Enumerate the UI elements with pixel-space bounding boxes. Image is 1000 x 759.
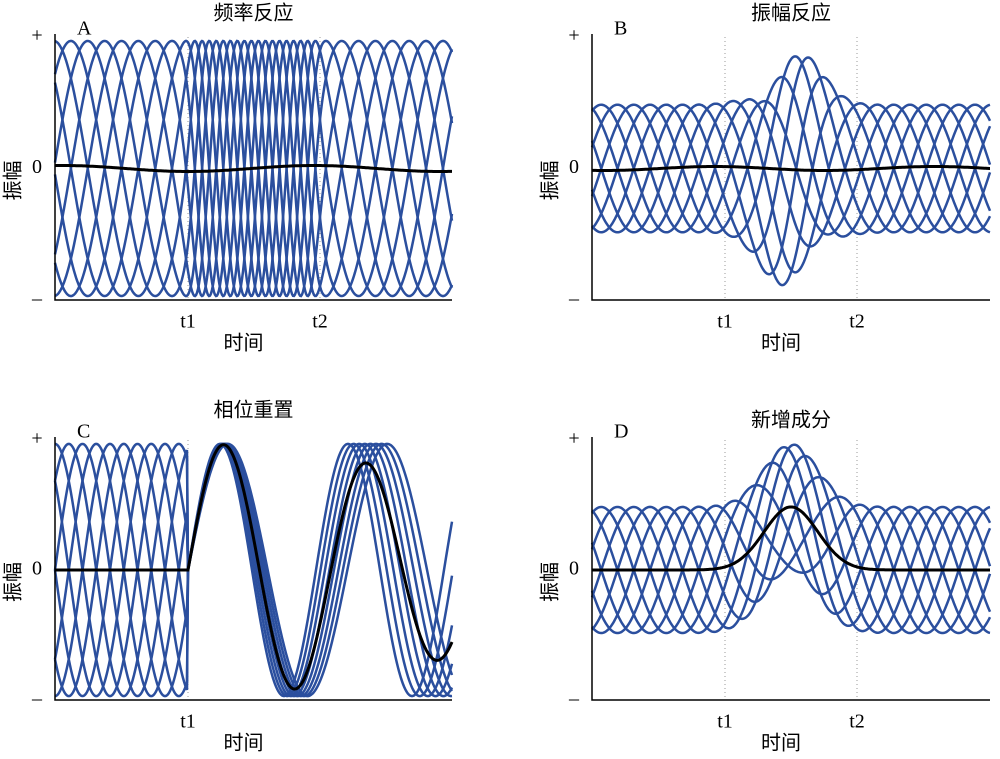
- wave: [53, 39, 454, 298]
- x-axis-label: 时间: [761, 732, 801, 755]
- y-tick-label: 0: [32, 156, 42, 178]
- panel-title: 相位重置: [214, 399, 294, 422]
- y-tick-label: 0: [32, 558, 42, 580]
- x-tick-label: t2: [312, 311, 328, 333]
- average-trace: [592, 165, 990, 172]
- y-tick-label: 0: [569, 156, 579, 178]
- wave: [54, 442, 454, 698]
- wave: [590, 475, 992, 635]
- wave: [53, 39, 454, 298]
- y-tick-label: –: [568, 688, 580, 710]
- y-axis-label: 振幅: [2, 562, 25, 602]
- x-tick-label: t1: [717, 711, 733, 733]
- wave: [591, 445, 992, 635]
- x-axis-label: 时间: [761, 332, 801, 355]
- y-tick-label: +: [568, 25, 579, 47]
- wave: [590, 75, 992, 276]
- axes: [591, 437, 990, 701]
- wave: [590, 99, 992, 236]
- wave: [53, 39, 454, 298]
- x-tick-label: t2: [849, 311, 865, 333]
- x-tick-label: t2: [849, 711, 865, 733]
- wave: [591, 75, 992, 238]
- y-tick-label: –: [31, 688, 43, 710]
- average-trace: [592, 505, 990, 572]
- wave: [590, 461, 992, 635]
- wave: [54, 39, 454, 298]
- wave: [53, 442, 454, 698]
- y-axis-label: 振幅: [539, 562, 562, 602]
- panel-title: 新增成分: [751, 409, 831, 432]
- x-tick-label: t1: [717, 311, 733, 333]
- x-axis-label: 时间: [224, 332, 264, 355]
- axes: [54, 437, 452, 701]
- axes: [591, 34, 990, 301]
- y-tick-label: +: [31, 428, 42, 450]
- panel-letter: C: [77, 421, 90, 443]
- wave: [53, 442, 454, 698]
- y-tick-label: +: [31, 25, 42, 47]
- average-trace: [55, 443, 454, 691]
- wave: [53, 442, 454, 698]
- y-tick-label: –: [31, 288, 43, 310]
- wave: [54, 39, 454, 298]
- y-axis-label: 振幅: [2, 161, 25, 201]
- x-axis-label: 时间: [224, 732, 264, 755]
- y-tick-label: +: [568, 428, 579, 450]
- wave: [591, 495, 992, 635]
- wave: [591, 94, 992, 287]
- axes: [54, 34, 452, 301]
- panel-letter: A: [77, 18, 92, 40]
- panel-title: 频率反应: [214, 2, 294, 25]
- wave: [53, 442, 453, 698]
- y-axis-label: 振幅: [539, 161, 562, 201]
- x-tick-label: t1: [180, 311, 196, 333]
- y-tick-label: –: [568, 288, 580, 310]
- x-tick-label: t1: [180, 711, 196, 733]
- y-tick-label: 0: [569, 558, 579, 580]
- wave: [54, 442, 454, 698]
- average-trace: [54, 164, 452, 173]
- panel-title: 振幅反应: [751, 2, 831, 25]
- panel-letter: D: [614, 421, 628, 443]
- panel-letter: B: [614, 18, 627, 40]
